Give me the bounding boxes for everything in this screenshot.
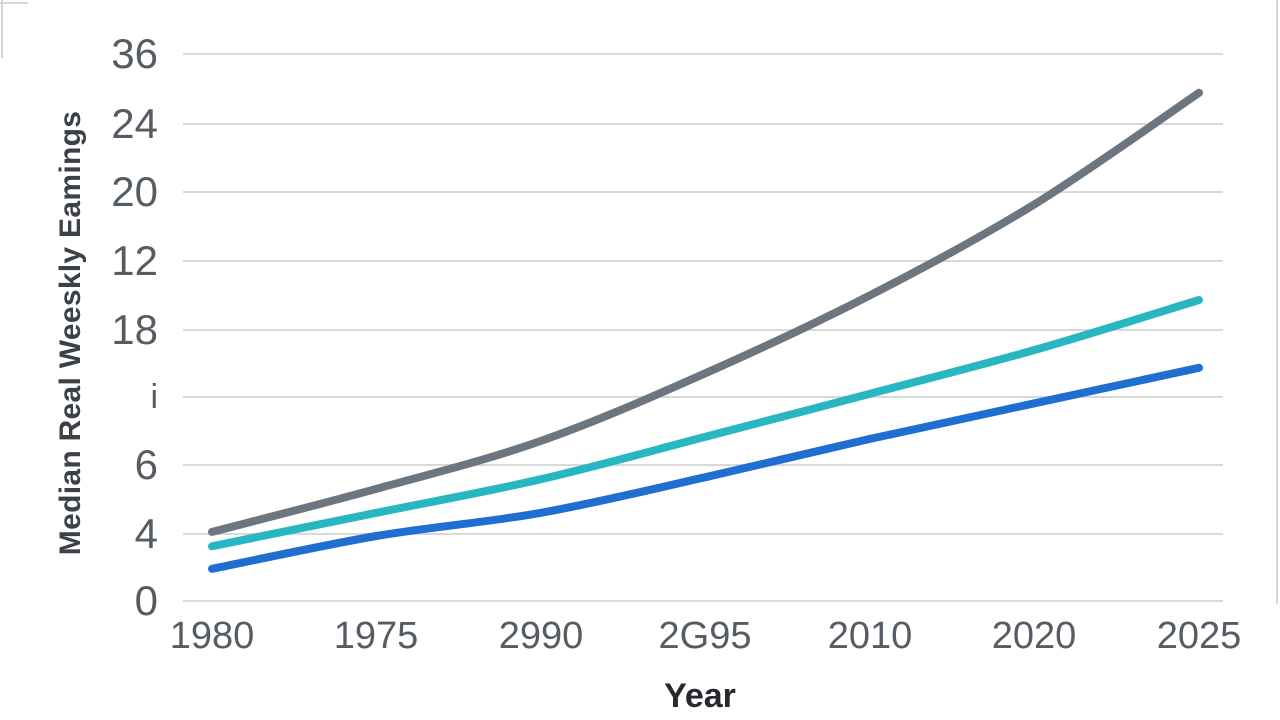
series-path-gray-line bbox=[208, 88, 1203, 536]
y-tick-label: 18 bbox=[111, 306, 158, 353]
y-tick-label: 12 bbox=[111, 237, 158, 284]
y-tick-label: i bbox=[150, 378, 158, 416]
y-tick-label: 24 bbox=[111, 100, 158, 147]
x-tick-label: 2020 bbox=[991, 615, 1077, 657]
x-tick-label: 1980 bbox=[169, 615, 255, 657]
y-tick-label: 6 bbox=[134, 441, 158, 488]
y-tick-label: 20 bbox=[111, 168, 158, 215]
x-tick-label: 2025 bbox=[1156, 615, 1242, 657]
y-axis-title: Median Real Weeskly Eamings bbox=[54, 110, 87, 556]
x-tick-label: 2010 bbox=[827, 615, 913, 657]
x-axis-title: Year bbox=[664, 677, 736, 715]
y-tick-label: 4 bbox=[134, 510, 158, 557]
x-tick-label: 2G95 bbox=[658, 615, 752, 657]
y-tick-label: 36 bbox=[111, 30, 158, 77]
series-path-blue-line bbox=[208, 363, 1203, 573]
series-path-teal-line bbox=[208, 296, 1203, 551]
y-tick-label: 0 bbox=[134, 577, 158, 624]
x-tick-label: 1975 bbox=[333, 615, 419, 657]
x-tick-label: 2990 bbox=[498, 615, 584, 657]
